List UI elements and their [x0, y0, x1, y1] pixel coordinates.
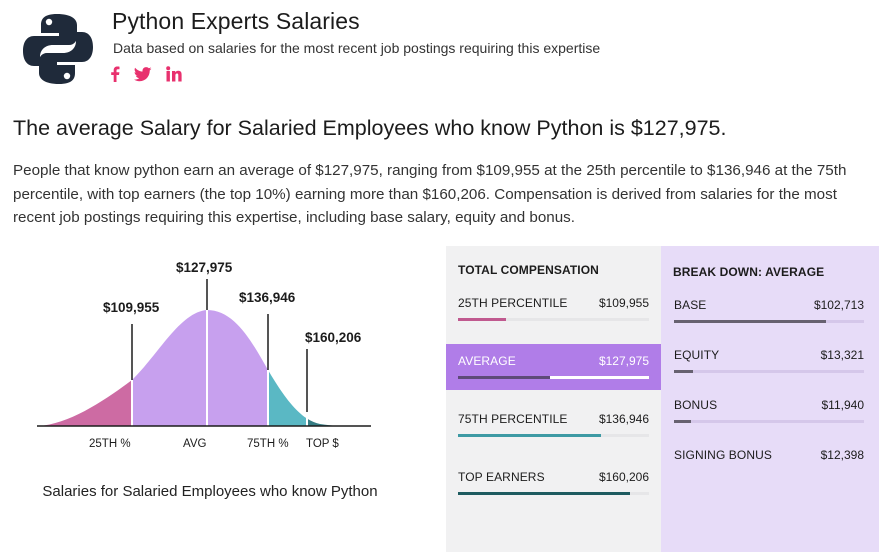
breakdown-panel	[661, 246, 879, 552]
axis-label-75th: 75TH %	[247, 438, 289, 450]
breakdown-heading: BREAK DOWN: AVERAGE	[673, 265, 825, 279]
page-title: Python Experts Salaries	[112, 8, 360, 34]
facebook-icon[interactable]	[110, 66, 120, 82]
total-compensation-panel	[446, 246, 661, 552]
breakdown-row-label: EQUITY	[674, 348, 720, 362]
marker-value-75th: $136,946	[239, 290, 296, 305]
breakdown-row-track	[674, 420, 864, 423]
comp-row-track	[458, 434, 649, 437]
breakdown-row-track	[674, 370, 864, 373]
marker-value-top: $160,206	[305, 330, 362, 345]
breakdown-row-value: $13,321	[820, 348, 864, 362]
chart-caption: Salaries for Salaried Employees who know…	[42, 483, 378, 500]
comp-row-label: AVERAGE	[458, 354, 516, 368]
distribution-curve	[38, 310, 370, 427]
comp-row-label: 75TH PERCENTILE	[458, 412, 568, 426]
curve-segment-low	[38, 380, 132, 426]
comp-row-value: $160,206	[598, 470, 649, 484]
breakdown-row-bar	[674, 370, 693, 373]
python-logo-icon	[22, 12, 94, 86]
comp-row-value: $136,946	[598, 412, 649, 426]
axis-label-25th: 25TH %	[89, 438, 131, 450]
curve-segment-high	[268, 370, 307, 426]
comp-row-track	[458, 492, 649, 495]
page-subtitle: Data based on salaries for the most rece…	[113, 40, 601, 56]
comp-row-value: $109,955	[598, 296, 649, 310]
breakdown-row-label: BASE	[674, 298, 707, 312]
breakdown-row-bar	[674, 320, 826, 323]
axis-label-top: TOP $	[306, 438, 339, 450]
comp-row-label: 25TH PERCENTILE	[458, 296, 568, 310]
twitter-icon[interactable]	[134, 66, 152, 82]
breakdown-row-value: $102,713	[813, 298, 864, 312]
axis-label-avg: AVG	[183, 438, 206, 450]
social-links	[110, 66, 182, 82]
marker-value-25th: $109,955	[103, 300, 160, 315]
marker-value-avg: $127,975	[176, 260, 233, 275]
breakdown-row-track	[674, 320, 864, 323]
comp-row-track	[458, 318, 649, 321]
comp-row-bar	[458, 434, 602, 437]
linkedin-icon[interactable]	[166, 66, 182, 82]
salary-distribution-chart: $109,955 $127,975 $136,946 $160,206 25TH…	[0, 252, 440, 552]
average-salary-headline: The average Salary for Salaried Employee…	[13, 116, 727, 140]
comp-row-value: $127,975	[598, 354, 649, 368]
total-compensation-heading: TOTAL COMPENSATION	[458, 263, 599, 277]
breakdown-row-bar	[674, 420, 692, 423]
breakdown-row-label: SIGNING BONUS	[674, 448, 772, 462]
comp-row-bar	[458, 492, 630, 495]
comp-row-bar	[458, 376, 550, 379]
salary-description: People that know python earn an average …	[13, 162, 847, 226]
breakdown-row-value: $11,940	[821, 398, 865, 412]
average-highlight	[446, 344, 661, 390]
curve-segment-mid	[132, 310, 268, 426]
comp-row-bar	[458, 318, 506, 321]
breakdown-row-value: $12,398	[820, 448, 864, 462]
breakdown-row-label: BONUS	[674, 398, 718, 412]
comp-row-track	[458, 376, 649, 379]
comp-row-label: TOP EARNERS	[458, 470, 545, 484]
